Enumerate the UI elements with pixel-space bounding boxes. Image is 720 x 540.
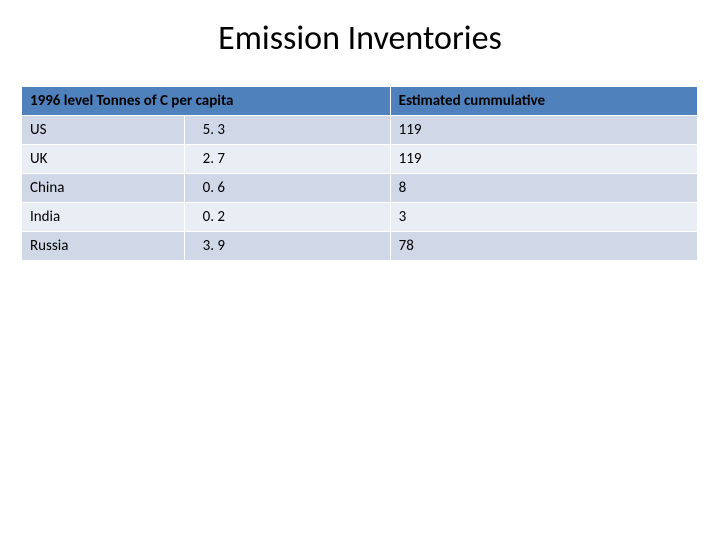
table-row: China 0. 6 8 — [22, 174, 698, 203]
table-row: India 0. 2 3 — [22, 203, 698, 232]
header-right: Estimated cummulative — [390, 87, 697, 116]
slide: Emission Inventories 1996 level Tonnes o… — [0, 0, 720, 540]
table-row: Russia 3. 9 78 — [22, 232, 698, 261]
percapita-cell: 2. 7 — [184, 145, 390, 174]
percapita-cell: 5. 3 — [184, 116, 390, 145]
country-cell: Russia — [22, 232, 184, 261]
cumulative-cell: 119 — [390, 145, 697, 174]
header-left: 1996 level Tonnes of C per capita — [22, 87, 390, 116]
percapita-cell: 3. 9 — [184, 232, 390, 261]
page-title: Emission Inventories — [0, 18, 720, 59]
emissions-table: 1996 level Tonnes of C per capita Estima… — [22, 87, 698, 261]
country-cell: UK — [22, 145, 184, 174]
cumulative-cell: 78 — [390, 232, 697, 261]
table-row: UK 2. 7 119 — [22, 145, 698, 174]
country-cell: US — [22, 116, 184, 145]
country-cell: India — [22, 203, 184, 232]
percapita-cell: 0. 2 — [184, 203, 390, 232]
percapita-cell: 0. 6 — [184, 174, 390, 203]
emissions-table-wrap: 1996 level Tonnes of C per capita Estima… — [22, 87, 698, 261]
cumulative-cell: 3 — [390, 203, 697, 232]
cumulative-cell: 8 — [390, 174, 697, 203]
cumulative-cell: 119 — [390, 116, 697, 145]
country-cell: China — [22, 174, 184, 203]
table-header-row: 1996 level Tonnes of C per capita Estima… — [22, 87, 698, 116]
table-row: US 5. 3 119 — [22, 116, 698, 145]
